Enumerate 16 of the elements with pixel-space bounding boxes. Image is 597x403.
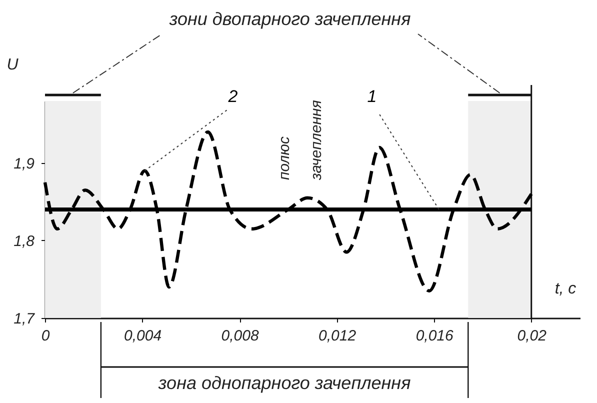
x-tick-label: 0,004 <box>124 328 162 344</box>
y-tick-label: 1,9 <box>14 156 36 172</box>
x-tick-label: 0,016 <box>416 328 454 344</box>
x-tick-label: 0 <box>41 328 50 344</box>
text: зони двопарного зачеплення <box>168 9 412 29</box>
y-tick-label: 1,8 <box>14 233 36 250</box>
y-axis-title: U <box>6 56 19 74</box>
text: 1 <box>367 87 377 106</box>
x-axis-title: t, c <box>554 280 576 298</box>
annotation: полюс зачеплення <box>276 100 325 181</box>
x-tick-label: 0,02 <box>517 328 548 344</box>
y-tick-label: 1,7 <box>14 310 36 328</box>
text: зона однопарного зачеплення <box>157 373 412 393</box>
series-label: 2 <box>227 87 238 106</box>
x-tick-label: 0,008 <box>221 328 260 344</box>
x-tick-label: 0,012 <box>318 328 357 344</box>
